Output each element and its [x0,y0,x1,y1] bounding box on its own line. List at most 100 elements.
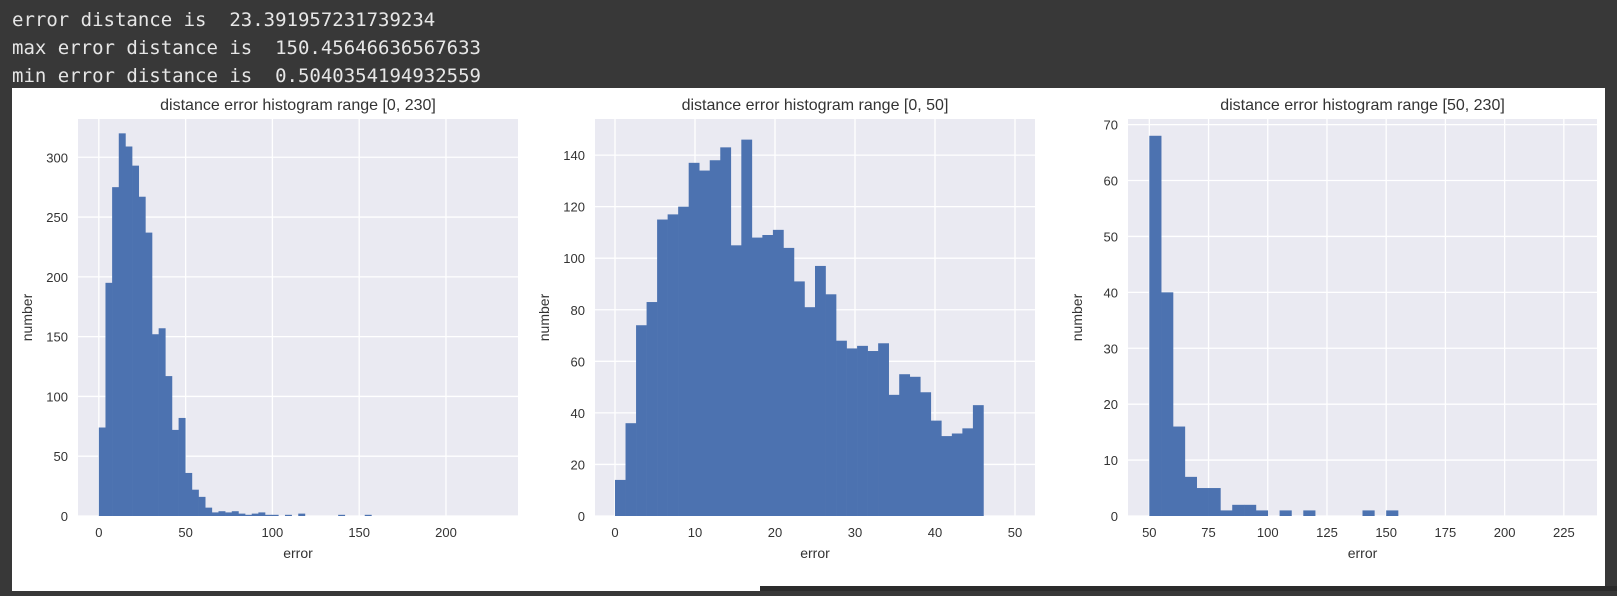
histogram-bar [1161,292,1174,516]
histogram-bar [615,479,626,516]
x-tick-label: 100 [262,525,284,540]
histogram-bar [657,219,668,517]
x-tick-label: 30 [848,525,862,540]
histogram-bar [265,514,272,516]
histogram-bar [1149,135,1162,516]
histogram-bar [888,394,900,516]
histogram-bar [962,428,974,516]
histogram-bar [783,247,795,516]
y-tick-label: 50 [54,449,68,464]
figure-panel: 0 50 100 150 200 250 300 0 50 100 150 200 distance e… [12,88,1605,591]
histogram-bar [1255,510,1269,516]
histogram-bar [804,307,816,516]
histogram-bar [709,160,721,516]
histogram-bar [972,405,984,516]
histogram-bar [1173,426,1186,516]
histogram-bar [1244,504,1257,516]
histogram-bar [909,376,921,516]
x-tick-label: 40 [928,525,942,540]
x-tick-label: 175 [1435,525,1457,540]
console-line: error distance is 23.391957231739234 [12,9,436,31]
histogram-bar [152,334,159,516]
histogram-bar [185,472,193,516]
x-tick-label: 200 [435,525,457,540]
histogram-bar [730,245,742,516]
histogram-bar [667,214,679,516]
y-tick-label: 0 [1111,509,1118,524]
x-axis-label: error [1348,545,1378,561]
x-tick-label: 50 [1142,525,1156,540]
histogram-bar [636,325,647,516]
x-tick-label: 150 [348,525,370,540]
histogram-bar [825,294,837,516]
x-tick-label: 0 [95,525,102,540]
histogram-bar [205,507,213,516]
histogram-bar [1362,510,1375,516]
histogram-bar [646,302,658,516]
histogram-bar [1232,504,1245,516]
x-axis-label: error [800,545,830,561]
histogram-bar [793,281,805,516]
histogram-bar [145,232,153,516]
y-tick-label: 0 [578,509,585,524]
histogram-bar [941,436,953,516]
histogram-bar [699,170,711,516]
histogram-bar [772,229,784,516]
y-tick-label: 80 [571,303,585,318]
x-tick-label: 200 [1494,525,1516,540]
histogram-bar [951,433,963,516]
histogram-bar [625,423,637,516]
chart-title: distance error histogram range [0, 50] [682,97,949,114]
histogram-bar [298,513,306,516]
histogram-bar [751,237,763,516]
histogram-bar [178,417,186,516]
histogram-bar [878,343,889,516]
histogram-bar [251,513,259,516]
console-output: error distance is 23.391957231739234 max … [12,6,481,90]
histogram-bar [238,513,246,516]
histogram-bar [98,427,106,516]
histogram-bar [920,392,932,516]
histogram-bar [762,235,774,516]
y-tick-label: 200 [46,270,68,285]
histogram-bar [284,514,292,516]
y-tick-label: 150 [46,330,68,345]
window-edge [760,586,1617,591]
histogram-bar [158,328,166,516]
histogram-bar [815,265,826,516]
histogram-bar [125,146,133,516]
y-tick-label: 30 [1104,341,1118,356]
histogram-bar [1303,510,1316,516]
histogram-bar [211,512,219,516]
histogram-bar [138,196,146,517]
x-tick-label: 150 [1375,525,1397,540]
histogram-bar [191,489,199,516]
x-tick-label: 50 [1008,525,1022,540]
histogram-bar [720,147,732,516]
y-tick-label: 300 [46,150,68,165]
histogram-bar [1208,488,1221,516]
console-line: min error distance is 0.5040354194932559 [12,65,481,87]
y-tick-label: 10 [1104,453,1118,468]
y-tick-label: 20 [1104,397,1118,412]
chart-3: 0 10 20 30 40 50 60 70 50 75 100 125 150 175 200 225 dis… [1069,97,1597,561]
x-tick-label: 225 [1553,525,1575,540]
histogram-bar [688,162,700,516]
x-tick-label: 20 [768,525,782,540]
histogram-bar [741,139,753,516]
histogram-bar [1184,476,1197,516]
histogram-bar [218,511,226,516]
chart-1: 0 50 100 150 200 250 300 0 50 100 150 200 distance e… [19,97,518,561]
x-tick-label: 125 [1316,525,1338,540]
y-tick-label: 100 [46,389,68,404]
histogram-bar [225,512,233,516]
console-line: max error distance is 150.45646636567633 [12,37,481,59]
histogram-bar [1279,510,1292,516]
histogram-bar [1220,510,1233,516]
x-tick-label: 100 [1257,525,1279,540]
histogram-bar [930,420,942,516]
histogram-bar [1196,488,1209,516]
y-tick-label: 40 [1104,285,1118,300]
histogram-bar [245,514,253,516]
